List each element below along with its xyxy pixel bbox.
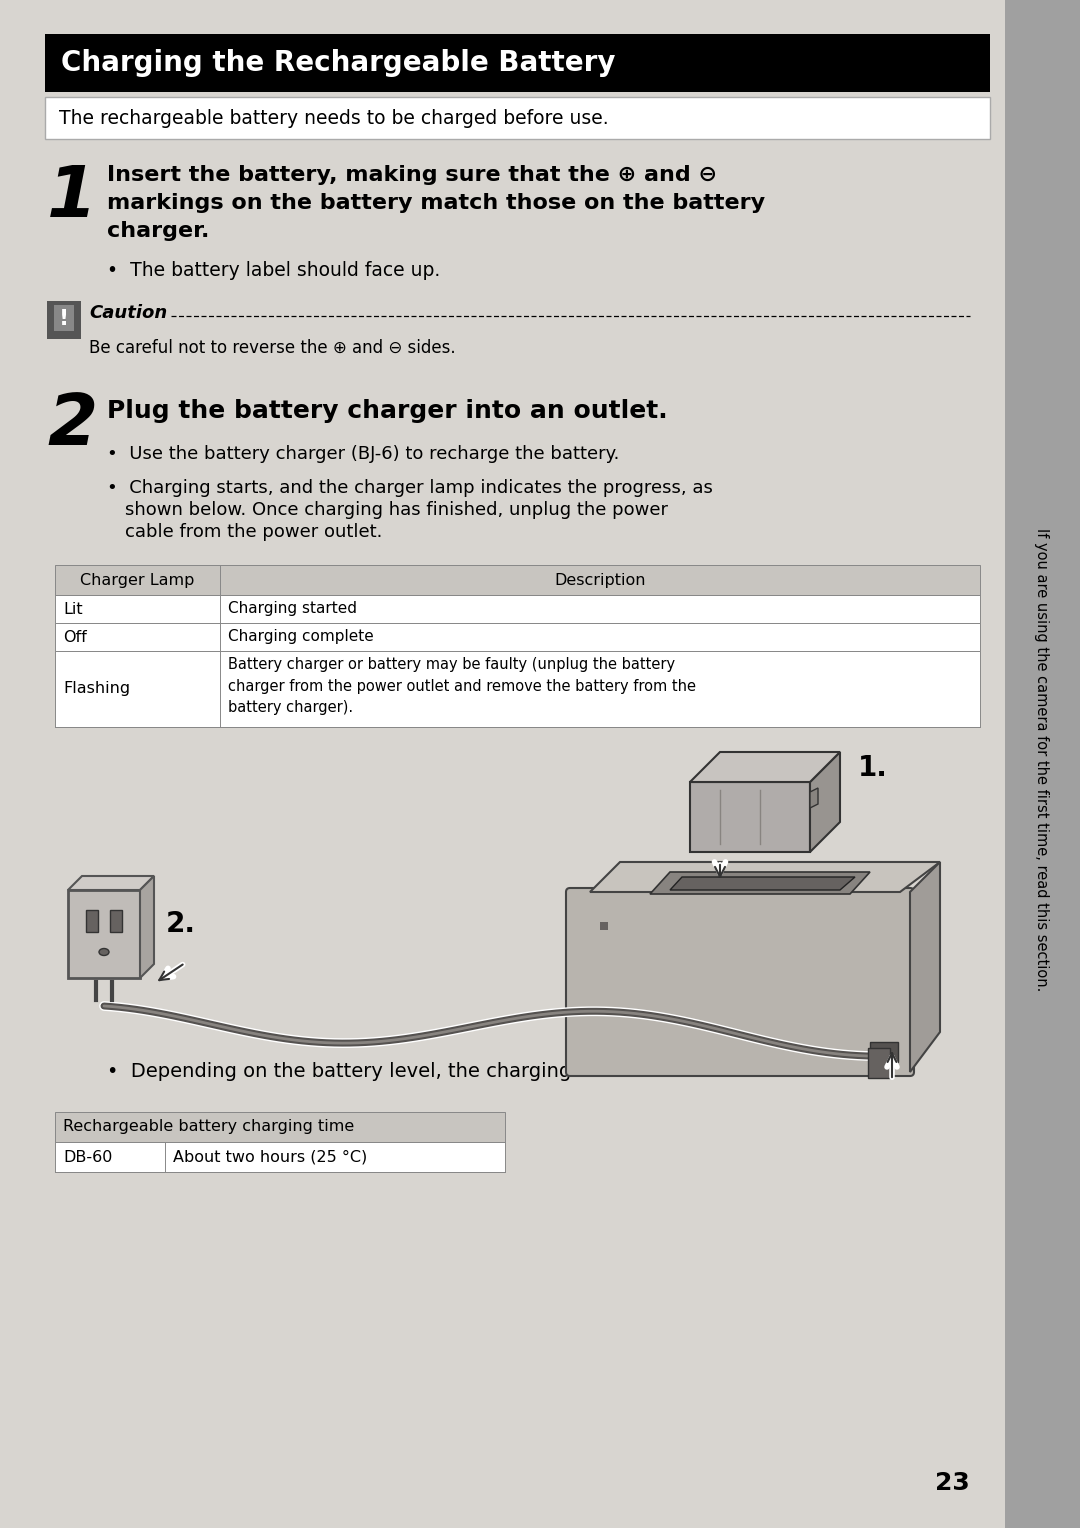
Ellipse shape [99, 949, 109, 955]
Text: About two hours (25 °C): About two hours (25 °C) [173, 1149, 367, 1164]
Text: 23: 23 [935, 1471, 970, 1494]
Text: 2: 2 [48, 391, 97, 460]
Text: Caution: Caution [89, 304, 167, 322]
Polygon shape [590, 862, 940, 892]
Bar [86, 911, 98, 932]
Bar [68, 889, 140, 978]
Text: •  Depending on the battery level, the charging time differs.: • Depending on the battery level, the ch… [107, 1062, 697, 1080]
Text: Charging complete: Charging complete [228, 630, 374, 645]
Bar [55, 651, 980, 727]
Polygon shape [810, 788, 818, 808]
Text: If you are using the camera for the first time, read this section.: If you are using the camera for the firs… [1035, 529, 1050, 992]
Text: Off: Off [63, 630, 86, 645]
Text: 1.: 1. [858, 753, 888, 782]
Text: !: ! [59, 309, 69, 329]
Bar [45, 34, 990, 92]
Polygon shape [68, 876, 154, 889]
Bar [48, 301, 81, 339]
Text: Battery charger or battery may be faulty (unplug the battery
charger from the po: Battery charger or battery may be faulty… [228, 657, 696, 715]
Bar [870, 1042, 897, 1062]
Bar [55, 565, 980, 594]
Polygon shape [650, 872, 870, 894]
Text: Lit: Lit [63, 602, 83, 616]
Text: 2.: 2. [166, 911, 195, 938]
Bar [55, 623, 980, 651]
Bar [55, 1141, 505, 1172]
Bar [868, 1048, 890, 1077]
Text: cable from the power outlet.: cable from the power outlet. [125, 523, 382, 541]
Polygon shape [910, 862, 940, 1073]
Polygon shape [810, 752, 840, 853]
Text: Charger Lamp: Charger Lamp [80, 573, 194, 587]
Text: shown below. Once charging has finished, unplug the power: shown below. Once charging has finished,… [125, 501, 669, 520]
Text: Charging the Rechargeable Battery: Charging the Rechargeable Battery [60, 49, 616, 76]
Text: Flashing: Flashing [63, 681, 130, 697]
Text: The rechargeable battery needs to be charged before use.: The rechargeable battery needs to be cha… [59, 108, 609, 127]
Text: Rechargeable battery charging time: Rechargeable battery charging time [63, 1120, 354, 1134]
Bar [55, 565, 980, 594]
Text: markings on the battery match those on the battery: markings on the battery match those on t… [107, 193, 765, 212]
Bar [1005, 0, 1080, 1528]
Text: Be careful not to reverse the ⊕ and ⊖ sides.: Be careful not to reverse the ⊕ and ⊖ si… [89, 339, 456, 358]
Text: Insert the battery, making sure that the ⊕ and ⊖: Insert the battery, making sure that the… [107, 165, 717, 185]
Text: charger.: charger. [107, 222, 210, 241]
Bar [690, 782, 810, 853]
Bar [54, 306, 75, 332]
Bar [55, 1112, 505, 1141]
Text: Plug the battery charger into an outlet.: Plug the battery charger into an outlet. [107, 399, 667, 423]
Polygon shape [670, 877, 855, 889]
Polygon shape [140, 876, 154, 978]
Bar [600, 921, 608, 931]
Bar [870, 1042, 897, 1062]
Text: •  Use the battery charger (BJ-6) to recharge the battery.: • Use the battery charger (BJ-6) to rech… [107, 445, 619, 463]
Polygon shape [690, 752, 840, 782]
Text: Charging started: Charging started [228, 602, 357, 616]
Text: 1: 1 [48, 163, 97, 232]
Bar [55, 594, 980, 623]
Text: •  Charging starts, and the charger lamp indicates the progress, as: • Charging starts, and the charger lamp … [107, 478, 713, 497]
Bar [868, 1048, 890, 1077]
Text: DB-60: DB-60 [63, 1149, 112, 1164]
FancyBboxPatch shape [566, 888, 914, 1076]
Bar [55, 1112, 505, 1141]
Text: •  The battery label should face up.: • The battery label should face up. [107, 261, 441, 280]
Bar [110, 911, 122, 932]
Bar [45, 96, 990, 139]
Text: Description: Description [554, 573, 646, 587]
